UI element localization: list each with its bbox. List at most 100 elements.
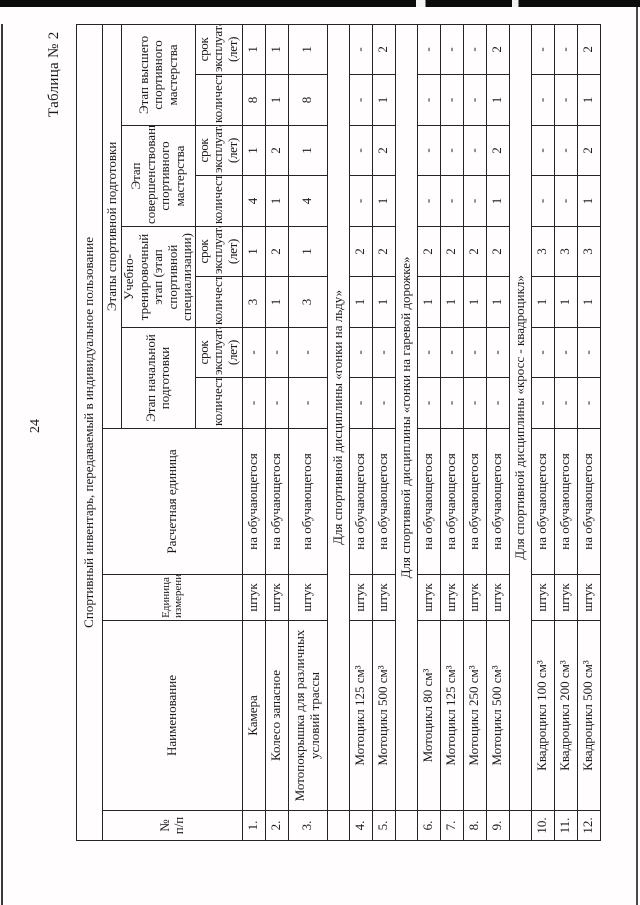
subheader-qty: количество <box>195 74 243 126</box>
value-cell: 2 <box>486 125 510 176</box>
section-title: Для спортивной дисциплины «кросс - квадр… <box>509 24 532 811</box>
section-title: Для спортивной дисциплины «гонки на гаре… <box>395 24 418 811</box>
value-cell: 8 <box>288 74 328 126</box>
value-cell: 1 <box>417 276 441 328</box>
value-cell: - <box>577 377 601 429</box>
row-number: 6. <box>417 810 441 841</box>
table-row: 8. Мотоцикл 250 см³ штук на обучающегося… <box>463 24 487 841</box>
unit-cell: штук <box>554 574 578 621</box>
value-cell: - <box>417 74 441 126</box>
subheader-qty: количество <box>195 377 243 429</box>
value-cell: 4 <box>288 175 328 227</box>
stage-improvement: Этап совершенствования спортивного масте… <box>121 125 196 227</box>
value-cell: - <box>486 377 510 429</box>
value-cell: - <box>288 377 328 429</box>
table-row: 10. Квадроцикл 100 см³ штук на обучающег… <box>531 24 555 841</box>
value-cell: - <box>531 74 555 126</box>
calc-unit-cell: на обучающегося <box>242 428 266 575</box>
item-name: Мотоцикл 500 см³ <box>486 620 510 811</box>
value-cell: 1 <box>265 24 289 75</box>
calc-unit-cell: на обучающегося <box>486 428 510 575</box>
value-cell: 3 <box>577 226 601 277</box>
unit-cell: штук <box>265 574 289 621</box>
subheader-life: срок эксплуатации (лет) <box>195 24 243 75</box>
item-name: Мотоцикл 500 см³ <box>372 620 396 811</box>
item-name: Мотоцикл 125 см³ <box>440 620 464 811</box>
value-cell: 2 <box>349 226 373 277</box>
value-cell: 2 <box>417 226 441 277</box>
value-cell: 1 <box>486 74 510 126</box>
row-number: 9. <box>486 810 510 841</box>
value-cell: - <box>440 175 464 227</box>
value-cell: 1 <box>372 276 396 328</box>
value-cell: 8 <box>242 74 266 126</box>
value-cell: 1 <box>531 276 555 328</box>
value-cell: 2 <box>372 125 396 176</box>
value-cell: - <box>349 377 373 429</box>
item-name: Мотоцикл 125 см³ <box>349 620 373 811</box>
value-cell: 1 <box>288 125 328 176</box>
calc-unit-cell: на обучающегося <box>554 428 578 575</box>
value-cell: - <box>265 327 289 378</box>
value-cell: 3 <box>288 276 328 328</box>
value-cell: - <box>417 125 441 176</box>
value-cell: - <box>463 175 487 227</box>
page-number: 24 <box>28 419 43 433</box>
value-cell: 1 <box>265 175 289 227</box>
value-cell: - <box>440 377 464 429</box>
unit-cell: штук <box>242 574 266 621</box>
row-number: 8. <box>463 810 487 841</box>
value-cell: 2 <box>463 226 487 277</box>
value-cell: 3 <box>531 226 555 277</box>
unit-cell: штук <box>531 574 555 621</box>
value-cell: - <box>554 125 578 176</box>
value-cell: - <box>288 327 328 378</box>
value-cell: 2 <box>577 125 601 176</box>
item-name: Квадроцикл 100 см³ <box>531 620 555 811</box>
value-cell: - <box>463 125 487 176</box>
value-cell: - <box>463 377 487 429</box>
value-cell: 1 <box>463 276 487 328</box>
subheader-life: срок эксплуатации (лет) <box>195 327 243 378</box>
subheader-life: срок эксплуатации (лет) <box>195 125 243 176</box>
value-cell: 1 <box>372 175 396 227</box>
value-cell: - <box>242 377 266 429</box>
value-cell: 1 <box>242 24 266 75</box>
section-row: Для спортивной дисциплины «кросс - квадр… <box>509 24 532 841</box>
value-cell: - <box>554 327 578 378</box>
value-cell: - <box>417 377 441 429</box>
row-number <box>327 810 350 841</box>
row-number: 7. <box>440 810 464 841</box>
row-number: 5. <box>372 810 396 841</box>
value-cell: - <box>372 327 396 378</box>
value-cell: 1 <box>372 74 396 126</box>
value-cell: 1 <box>577 175 601 227</box>
row-number <box>509 810 532 841</box>
calc-unit-cell: на обучающегося <box>265 428 289 575</box>
unit-cell: штук <box>288 574 328 621</box>
row-number: 4. <box>349 810 373 841</box>
value-cell: - <box>463 327 487 378</box>
value-cell: - <box>486 327 510 378</box>
header-name: Наименование <box>102 620 243 811</box>
scan-artifact-top-bar <box>0 0 640 7</box>
item-name: Колесо запасное <box>265 620 289 811</box>
unit-cell: штук <box>417 574 441 621</box>
value-cell: - <box>417 175 441 227</box>
calc-unit-cell: на обучающегося <box>417 428 441 575</box>
value-cell: 2 <box>486 24 510 75</box>
value-cell: 1 <box>265 276 289 328</box>
value-cell: - <box>242 327 266 378</box>
table-title: Спортивный инвентарь, передаваемый в инд… <box>76 24 103 841</box>
stage-initial: Этап начальной подготовки <box>121 327 196 429</box>
calc-unit-cell: на обучающегося <box>463 428 487 575</box>
table-row: 12. Квадроцикл 500 см³ штук на обучающег… <box>577 24 601 841</box>
value-cell: - <box>440 327 464 378</box>
stage-training: Учебно-тренировочный этап (этап спортивн… <box>121 226 196 328</box>
value-cell: - <box>349 175 373 227</box>
item-name: Квадроцикл 200 см³ <box>554 620 578 811</box>
table-row: 7. Мотоцикл 125 см³ штук на обучающегося… <box>440 24 464 841</box>
value-cell: - <box>440 125 464 176</box>
value-cell: 2 <box>486 226 510 277</box>
table-row: 5. Мотоцикл 500 см³ штук на обучающегося… <box>372 24 396 841</box>
